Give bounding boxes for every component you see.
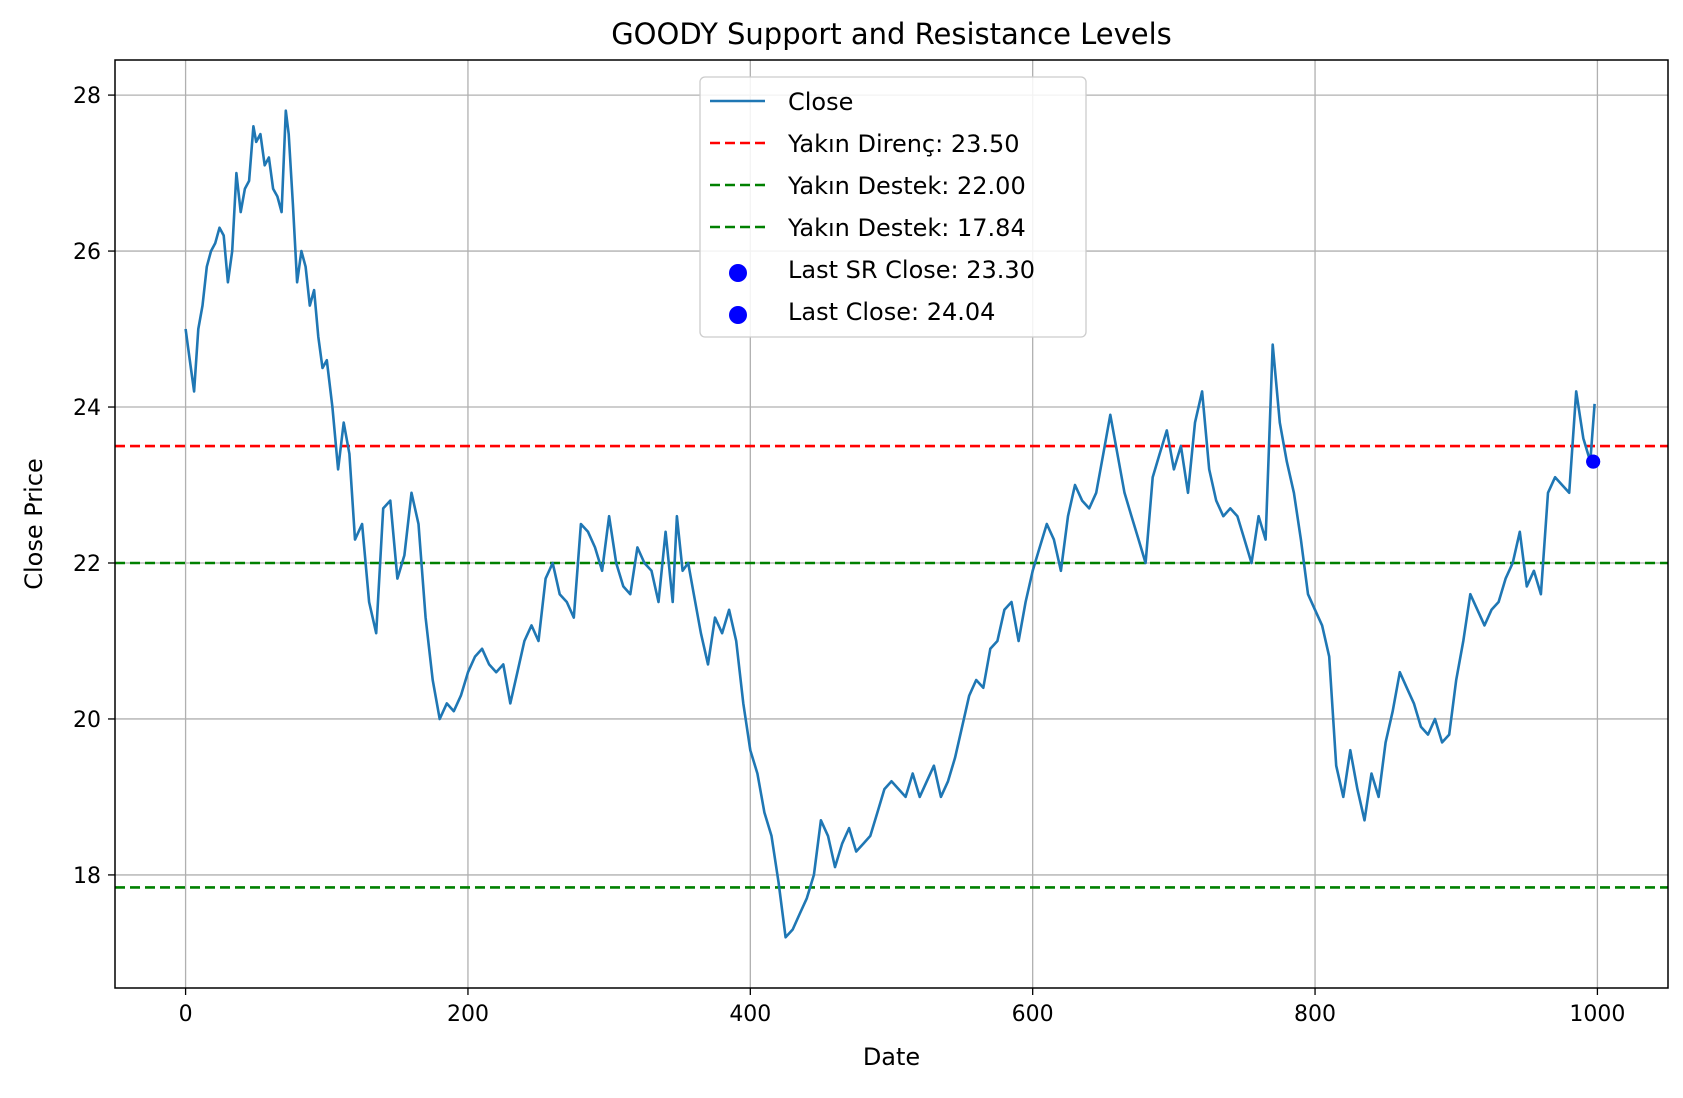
legend-label: Last Close: 24.04 bbox=[788, 298, 995, 326]
x-tick-label: 0 bbox=[179, 1002, 193, 1027]
legend-label: Yakın Direnç: 23.50 bbox=[787, 130, 1020, 158]
y-axis-label: Close Price bbox=[20, 458, 48, 590]
legend-box bbox=[699, 76, 1087, 338]
y-tick-label: 28 bbox=[73, 84, 101, 109]
hline-layer bbox=[115, 444, 1668, 889]
legend-label: Last SR Close: 23.30 bbox=[788, 256, 1035, 284]
y-tick-label: 20 bbox=[73, 708, 101, 733]
legend-label: Yakın Destek: 17.84 bbox=[787, 214, 1026, 242]
legend-label: Close bbox=[788, 88, 853, 116]
y-tick-label: 24 bbox=[73, 396, 101, 421]
legend-dot-swatch bbox=[729, 306, 747, 324]
legend-label: Yakın Destek: 22.00 bbox=[787, 172, 1026, 200]
x-tick-label: 1000 bbox=[1569, 1002, 1625, 1027]
plot-frame bbox=[114, 59, 1669, 989]
y-tick-label: 26 bbox=[73, 240, 101, 265]
y-tick-label: 18 bbox=[73, 864, 101, 889]
point-layer bbox=[1586, 454, 1601, 469]
last-close-point bbox=[1586, 454, 1601, 469]
y-tick-label: 22 bbox=[73, 552, 101, 577]
chart-title: GOODY Support and Resistance Levels bbox=[611, 17, 1172, 51]
series-layer bbox=[184, 109, 1596, 939]
x-tick-label: 400 bbox=[729, 1002, 771, 1027]
tick-layer: 0 200 400 600 800 1000 18 20 22 24 26 28 bbox=[73, 84, 1625, 1027]
legend-dot-swatch bbox=[729, 264, 747, 282]
x-tick-label: 200 bbox=[447, 1002, 489, 1027]
close-price-line bbox=[184, 109, 1596, 939]
x-tick-label: 800 bbox=[1294, 1002, 1336, 1027]
x-tick-label: 600 bbox=[1012, 1002, 1054, 1027]
legend: Close Yakın Direnç: 23.50 Yakın Destek: 22… bbox=[699, 76, 1087, 338]
x-axis-label: Date bbox=[863, 1043, 920, 1071]
